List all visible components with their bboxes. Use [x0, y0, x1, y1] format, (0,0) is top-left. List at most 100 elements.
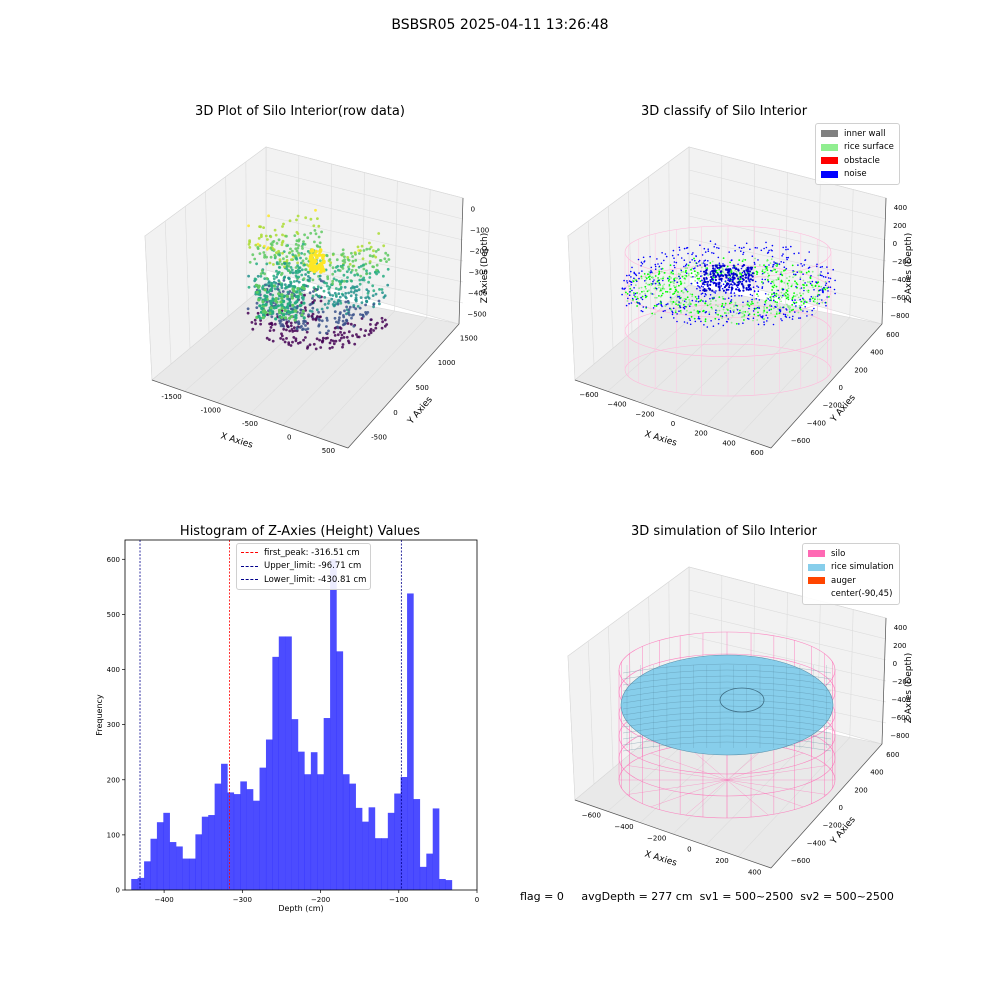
classify-point-cloud: [621, 225, 836, 397]
classify-axis-line: [770, 323, 883, 449]
classify-noise-point: [752, 286, 755, 289]
classify-rice-point: [752, 319, 754, 322]
classify-obstacle-point: [730, 283, 733, 286]
classify-rice-point: [668, 284, 671, 286]
raw-point: [341, 343, 345, 346]
classify-noise-point: [813, 289, 815, 291]
raw-point: [266, 246, 270, 250]
classify-noise-point: [758, 307, 760, 309]
raw-point: [294, 290, 298, 294]
raw-point: [295, 326, 299, 329]
raw-point: [365, 299, 368, 303]
classify-rice-point: [687, 274, 690, 277]
classify-noise-point: [740, 295, 743, 297]
raw-point: [321, 267, 325, 271]
classify-rice-point: [728, 302, 731, 305]
classify-rice-point: [638, 287, 640, 289]
classify-obstacle-point: [745, 280, 748, 283]
raw-point: [263, 255, 266, 259]
raw-point: [259, 322, 262, 326]
raw-point: [294, 316, 298, 320]
classify-noise-point: [683, 321, 686, 323]
classify-noise-point: [661, 305, 663, 308]
classify-noise-point: [700, 275, 702, 277]
raw-point: [323, 281, 326, 285]
raw-point: [257, 237, 261, 240]
classify-noise-point: [628, 294, 631, 297]
classify-noise-point: [701, 279, 703, 282]
classify-noise-point: [643, 261, 645, 263]
raw-point: [334, 293, 338, 297]
classify-noise-point: [749, 281, 751, 283]
legend-item-auger: auger: [808, 574, 894, 588]
raw-point: [365, 247, 369, 251]
classify-noise-point: [761, 286, 764, 288]
raw-point: [316, 285, 320, 288]
raw-point: [282, 325, 286, 328]
classify-noise-point: [769, 299, 771, 302]
classify-rice-point: [729, 261, 731, 264]
classify-noise-point: [749, 248, 751, 251]
classify-noise-point: [809, 282, 812, 285]
classify-rice-point: [626, 300, 629, 302]
raw-point: [353, 342, 357, 346]
classify-noise-point: [757, 286, 760, 289]
raw-point: [286, 325, 290, 328]
raw-point: [303, 252, 306, 256]
classify-rice-point: [678, 278, 681, 281]
classify-rice-point: [730, 271, 733, 273]
classify-rice-point: [629, 287, 632, 290]
raw-point: [351, 313, 354, 317]
classify-rice-point: [658, 269, 660, 271]
raw-point: [256, 246, 260, 249]
raw-point: [251, 327, 255, 331]
classify-rice-point: [803, 287, 805, 289]
classify-noise-point: [770, 305, 773, 307]
raw-point: [347, 265, 350, 269]
classify-rice-point: [693, 309, 696, 311]
classify-rice-point: [691, 293, 694, 296]
raw-point: [295, 218, 298, 222]
classify-obstacle-point: [730, 272, 733, 275]
classify-rice-point: [670, 308, 672, 311]
classify-noise-point: [713, 291, 715, 293]
raw-point: [291, 340, 294, 344]
raw-point: [300, 244, 304, 248]
classify-noise-point: [676, 313, 678, 315]
raw-point: [295, 300, 299, 304]
classify-rice-point: [666, 291, 669, 293]
classify-noise-point: [751, 298, 753, 301]
classify-rice-point: [755, 307, 758, 310]
classify-rice-point: [681, 275, 684, 278]
classify-rice-point: [786, 289, 788, 292]
classify-noise-point: [799, 278, 802, 281]
raw-point: [337, 318, 341, 322]
classify-x-tick-label: −600: [579, 391, 598, 399]
raw-point: [260, 269, 264, 272]
classify-rice-point: [763, 264, 765, 267]
classify-noise-point: [689, 261, 691, 264]
classify-rice-point: [766, 269, 769, 272]
classify-rice-point: [775, 271, 778, 274]
classify-rice-point: [670, 297, 673, 300]
classify-noise-point: [803, 289, 805, 292]
raw-point: [301, 296, 305, 300]
classify-noise-point: [683, 307, 686, 310]
raw-point: [313, 240, 316, 244]
classify-rice-point: [799, 292, 801, 295]
raw-point: [272, 284, 276, 288]
classify-noise-point: [753, 290, 756, 292]
raw-point: [272, 328, 276, 332]
raw-point: [325, 319, 329, 322]
classify-obstacle-point: [749, 278, 753, 281]
classify-noise-point: [638, 272, 640, 274]
classify-rice-point: [718, 296, 721, 298]
raw-point: [318, 259, 322, 263]
raw-point: [317, 235, 321, 239]
raw-point: [339, 301, 343, 305]
raw-point: [351, 264, 355, 268]
simulation-y-axis-label: Y Axies: [829, 815, 858, 847]
raw-point: [269, 292, 272, 296]
classify-noise-point: [714, 311, 717, 314]
